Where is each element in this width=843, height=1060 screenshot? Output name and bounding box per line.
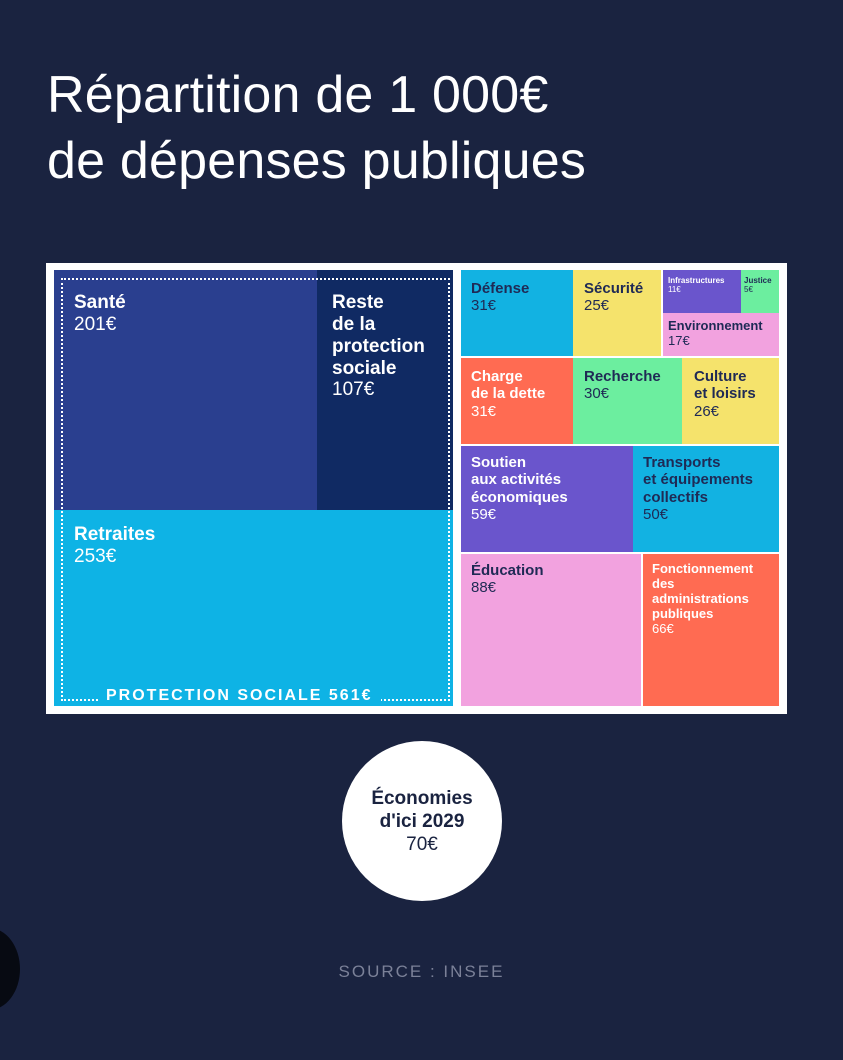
tile-value: 50€	[643, 505, 669, 523]
tile-label: Justice	[744, 276, 772, 285]
savings-circle: Économies d'ici 2029 70€	[342, 741, 502, 901]
tile-value: 59€	[471, 505, 497, 523]
tile-label: Sécurité	[584, 280, 644, 297]
savings-value: 70€	[406, 833, 438, 855]
treemap-tile-defense: Défense 31€	[461, 270, 573, 356]
protection-sociale-group-label: PROTECTION SOCIALE 561€	[98, 686, 381, 706]
tile-label: Santé	[74, 292, 126, 313]
tile-value: 25€	[584, 297, 610, 315]
tile-value: 26€	[694, 402, 720, 420]
page-title: Répartition de 1 000€ de dépenses publiq…	[47, 62, 586, 194]
tile-label: Fonctionnement des administrations publi…	[652, 561, 754, 621]
tile-value: 11€	[668, 285, 681, 295]
title-line-1: Répartition de 1 000€	[47, 66, 549, 124]
treemap-tile-infrastructures: Infrastructures 11€	[663, 270, 741, 313]
tile-label: Éducation	[471, 562, 544, 579]
treemap-tile-retraites: Retraites 253€	[54, 510, 453, 706]
tile-value: 88€	[471, 579, 497, 597]
treemap-tile-education: Éducation 88€	[461, 554, 641, 706]
tile-value: 107€	[332, 379, 375, 401]
title-line-2: de dépenses publiques	[47, 132, 587, 190]
tile-label: Environnement	[668, 318, 763, 333]
tile-value: 17€	[668, 332, 690, 348]
treemap-tile-reste: Reste de la protection sociale 107€	[317, 270, 453, 510]
treemap-tile-environnement: Environnement 17€	[663, 313, 779, 356]
source-note: SOURCE : INSEE	[338, 962, 505, 981]
tile-label: Défense	[471, 280, 530, 297]
tile-value: 66€	[652, 620, 674, 636]
tile-label: Transports et équipements collectifs	[643, 454, 754, 506]
tile-label: Culture et loisirs	[694, 368, 756, 403]
treemap-tile-sante: Santé 201€	[54, 270, 317, 510]
tile-value: 253€	[74, 545, 117, 567]
treemap-tile-soutien: Soutien aux activités économiques 59€	[461, 446, 633, 552]
tile-label: Soutien aux activités économiques	[471, 454, 568, 506]
tile-value: 30€	[584, 385, 610, 403]
savings-line-1: Économies	[371, 787, 473, 809]
group-label-text: PROTECTION SOCIALE 561€	[106, 687, 373, 704]
tile-value: 201€	[74, 313, 117, 335]
treemap-tile-transports: Transports et équipements collectifs 50€	[633, 446, 779, 552]
treemap-tile-securite: Sécurité 25€	[573, 270, 661, 356]
tile-value: 5€	[744, 285, 753, 295]
treemap-tile-recherche: Recherche 30€	[573, 358, 682, 444]
treemap-tile-culture: Culture et loisirs 26€	[682, 358, 779, 444]
tile-value: 31€	[471, 297, 497, 315]
tile-label: Recherche	[584, 368, 661, 385]
tile-label: Charge de la dette	[471, 368, 546, 403]
treemap-tile-fonctionnement: Fonctionnement des administrations publi…	[643, 554, 779, 706]
treemap-tile-dette: Charge de la dette 31€	[461, 358, 573, 444]
tile-label: Infrastructures	[668, 276, 725, 285]
edge-overlay-dot	[0, 928, 20, 1010]
tile-value: 31€	[471, 402, 497, 420]
tile-label: Retraites	[74, 524, 156, 545]
tile-label: Reste de la protection sociale	[332, 292, 425, 379]
savings-line-2: d'ici 2029	[379, 810, 465, 832]
treemap-tile-justice: Justice 5€	[741, 270, 779, 313]
